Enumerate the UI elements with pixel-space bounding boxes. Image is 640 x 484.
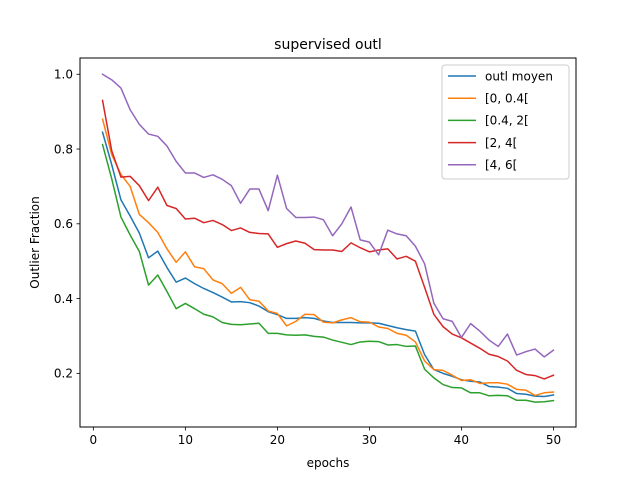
y-tick-label: 0.4	[54, 292, 73, 306]
y-tick-label: 0.6	[54, 217, 73, 231]
legend: outl moyen [0, 0.4[ [0.4, 2[ [2, 4[ [4, 6[	[441, 64, 570, 180]
chart-title: supervised outl	[274, 37, 382, 53]
x-tick-label: 10	[178, 433, 193, 447]
y-tick-label: 0.2	[54, 367, 73, 381]
x-tick-label: 30	[362, 433, 377, 447]
x-axis-label: epochs	[307, 456, 350, 470]
series-line-4	[101, 73, 555, 358]
plot-frame	[79, 57, 577, 428]
legend-label-1: [0, 0.4[	[485, 92, 529, 106]
x-tick-label: 50	[546, 433, 561, 447]
x-tick-label: 20	[270, 433, 285, 447]
legend-label-3: [2, 4[	[485, 136, 517, 150]
y-tick-label: 0.8	[54, 142, 73, 156]
legend-box	[441, 64, 570, 180]
x-axis: 0 10 20 30 40 50	[90, 427, 561, 447]
legend-label-2: [0.4, 2[	[485, 114, 529, 128]
legend-label-0: outl moyen	[485, 69, 553, 83]
legend-label-4: [4, 6[	[485, 158, 517, 172]
series-layer	[101, 73, 555, 403]
series-line-2	[101, 143, 555, 403]
series-line-1	[101, 118, 555, 397]
y-axis: 0.2 0.4 0.6 0.8 1.0	[54, 68, 80, 381]
series-line-3	[101, 99, 555, 380]
y-tick-label: 1.0	[54, 68, 73, 82]
y-axis-label: Outlier Fraction	[28, 196, 42, 288]
x-tick-label: 0	[90, 433, 98, 447]
x-tick-label: 40	[454, 433, 469, 447]
